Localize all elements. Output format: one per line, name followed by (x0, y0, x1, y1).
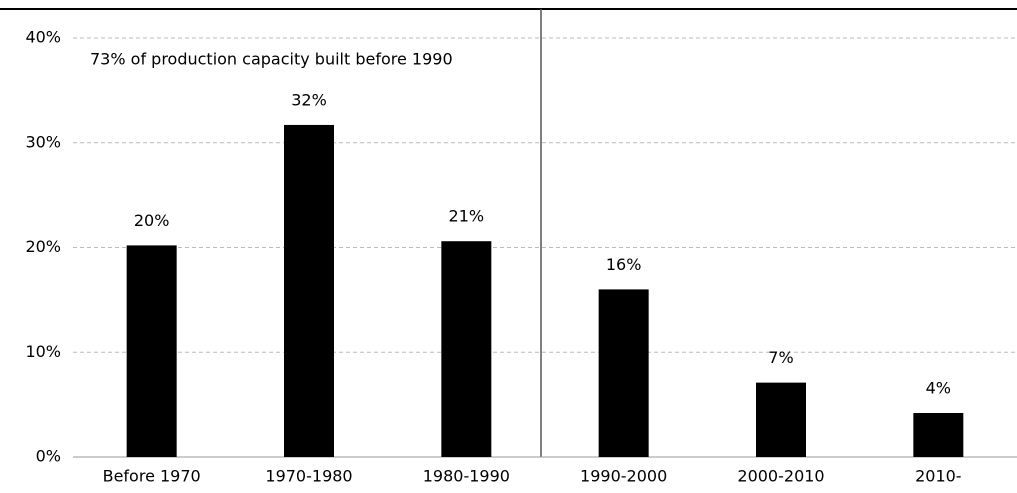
value-label: 4% (926, 379, 951, 398)
value-label: 21% (449, 207, 485, 226)
y-tick-label: 0% (36, 447, 61, 466)
x-tick-label: 1970-1980 (265, 467, 352, 486)
bar (756, 382, 806, 457)
x-tick-label: 2010- (915, 467, 962, 486)
bar (913, 413, 964, 457)
y-tick-label: 30% (25, 132, 61, 151)
y-tick-label: 20% (25, 237, 61, 256)
x-tick-label: 2000-2010 (737, 467, 824, 486)
x-tick-label: 1980-1990 (423, 467, 510, 486)
bar (284, 124, 334, 457)
y-tick-label: 40% (25, 28, 61, 47)
value-label: 32% (291, 90, 327, 109)
y-tick-label: 10% (25, 342, 61, 361)
value-label: 16% (606, 255, 642, 274)
x-tick-label: 1990-2000 (580, 467, 667, 486)
x-tick-label: Before 1970 (103, 467, 201, 486)
bar (126, 245, 177, 457)
bar (598, 289, 649, 457)
value-label: 7% (768, 348, 793, 367)
annotation: 73% of production capacity built before … (90, 50, 453, 69)
bar (441, 241, 492, 457)
value-label: 20% (134, 211, 170, 230)
